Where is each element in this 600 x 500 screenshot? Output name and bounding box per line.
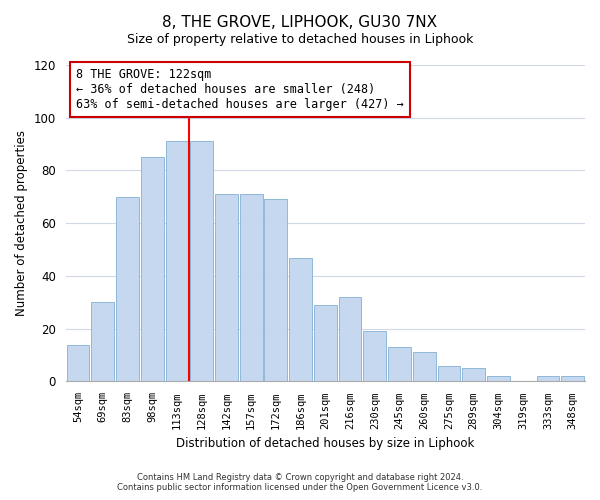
Bar [116,197,139,382]
Bar [190,142,213,382]
Bar [91,302,114,382]
Bar [289,258,312,382]
Bar [364,332,386,382]
Text: 8, THE GROVE, LIPHOOK, GU30 7NX: 8, THE GROVE, LIPHOOK, GU30 7NX [163,15,437,30]
X-axis label: Distribution of detached houses by size in Liphook: Distribution of detached houses by size … [176,437,475,450]
Y-axis label: Number of detached properties: Number of detached properties [15,130,28,316]
Bar [487,376,510,382]
Bar [437,366,460,382]
Bar [536,376,559,382]
Bar [413,352,436,382]
Text: 8 THE GROVE: 122sqm
← 36% of detached houses are smaller (248)
63% of semi-detac: 8 THE GROVE: 122sqm ← 36% of detached ho… [76,68,404,111]
Bar [388,347,411,382]
Bar [314,305,337,382]
Bar [141,158,164,382]
Text: Size of property relative to detached houses in Liphook: Size of property relative to detached ho… [127,32,473,46]
Bar [338,297,361,382]
Bar [463,368,485,382]
Bar [240,194,263,382]
Bar [561,376,584,382]
Bar [215,194,238,382]
Bar [265,200,287,382]
Text: Contains HM Land Registry data © Crown copyright and database right 2024.
Contai: Contains HM Land Registry data © Crown c… [118,473,482,492]
Bar [166,142,188,382]
Bar [67,344,89,382]
